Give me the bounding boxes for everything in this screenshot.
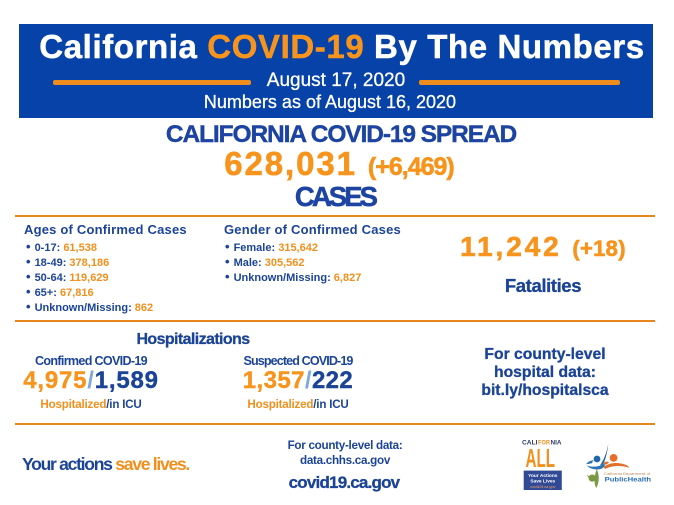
svg-text:NIA: NIA: [551, 441, 563, 447]
svg-text:California Department of: California Department of: [604, 472, 650, 476]
svg-text:FOR: FOR: [538, 441, 551, 447]
svg-text:Save Lives: Save Lives: [530, 479, 555, 485]
svg-text:Your Actions: Your Actions: [528, 473, 558, 479]
svg-text:CALI: CALI: [522, 441, 538, 447]
svg-text:PublicHealth: PublicHealth: [605, 476, 652, 483]
svg-text:covid19.ca.gov: covid19.ca.gov: [530, 485, 555, 489]
svg-text:ALL: ALL: [526, 443, 556, 473]
